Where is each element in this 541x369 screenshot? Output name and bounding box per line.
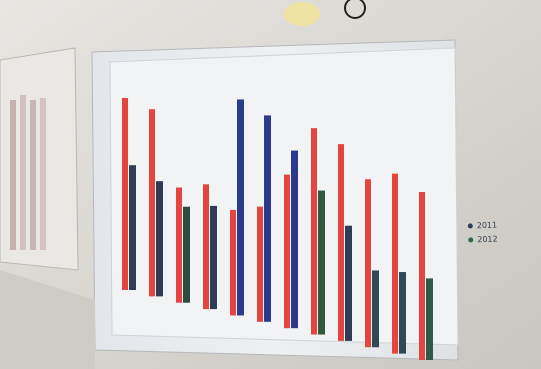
bar-dark-3 [183,206,190,303]
legend-label-2011: 2011 [476,219,498,230]
bar-dark-11 [399,272,406,354]
bar-dark-5 [237,99,244,316]
bar-dark-2 [156,181,163,297]
bar-dark-9 [345,225,352,341]
bar-red-9 [338,144,344,341]
bar-chart [122,98,433,360]
bar-red-12 [419,192,425,360]
bar-dark-8 [318,190,325,335]
legend-swatch-2011 [467,222,473,229]
chart-legend: 2011 2012 [467,217,498,246]
legend-swatch-2012 [468,236,474,243]
bar-dark-4 [210,205,217,310]
legend-label-2012: 2012 [477,233,498,244]
bar-red-7 [284,174,290,329]
bar-dark-7 [291,150,298,329]
sticker-badge [284,2,320,26]
bar-dark-12 [426,278,433,360]
legend-item-2011: 2011 [467,217,498,232]
bar-red-4 [203,184,209,310]
left-poster [0,47,79,271]
bar-dark-1 [129,165,136,290]
bar-red-3 [176,187,182,303]
floor-left [0,270,95,369]
bar-red-8 [311,128,317,335]
bar-red-1 [122,98,128,290]
bar-red-11 [392,173,398,354]
circle-mark [344,0,366,19]
left-poster-bars [10,95,46,250]
bar-red-6 [257,206,263,322]
bar-dark-10 [372,270,379,348]
bar-red-2 [149,109,155,297]
bar-red-10 [365,179,371,348]
bar-red-5 [230,209,236,316]
bar-dark-6 [264,115,271,322]
legend-item-2012: 2012 [468,231,498,246]
